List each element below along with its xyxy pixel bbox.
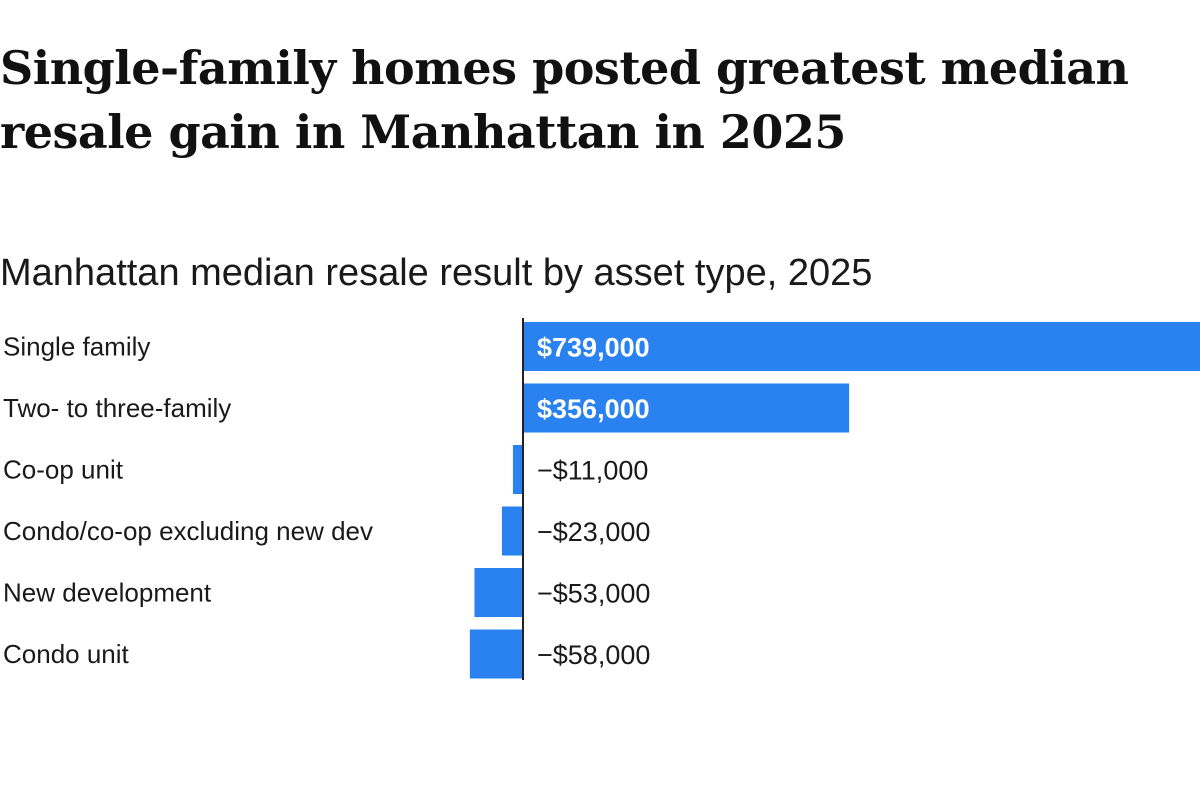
value-labels-group: $739,000 $356,000 −$11,000 −$23,000 −$53,000… [537, 333, 650, 671]
category-label-3: Condo/co-op excluding new dev [3, 516, 373, 546]
headline: Single-family homes posted greatest medi… [0, 41, 1129, 159]
category-label-0: Single family [3, 332, 150, 362]
bar-1 [523, 383, 850, 433]
bar-4 [474, 568, 523, 617]
bar-2 [512, 445, 523, 494]
category-label-5: Condo unit [3, 639, 130, 669]
category-label-1: Two- to three-family [3, 393, 231, 423]
category-label-2: Co-op unit [3, 455, 124, 485]
bars-group [469, 322, 1200, 679]
bar-3 [501, 506, 523, 556]
category-label-4: New development [3, 578, 212, 608]
value-label-4: −$53,000 [537, 579, 650, 609]
chart-title: Manhattan median resale result by asset … [0, 252, 873, 294]
value-label-5: −$58,000 [537, 640, 650, 670]
value-label-0: $739,000 [537, 333, 650, 363]
bar-0 [523, 322, 1200, 371]
category-labels-group: Single family Two- to three-family Co-op u… [3, 332, 373, 670]
value-label-1: $356,000 [537, 394, 650, 424]
value-label-3: −$23,000 [537, 517, 650, 547]
value-label-2: −$11,000 [537, 456, 648, 486]
bar-5 [469, 629, 523, 679]
